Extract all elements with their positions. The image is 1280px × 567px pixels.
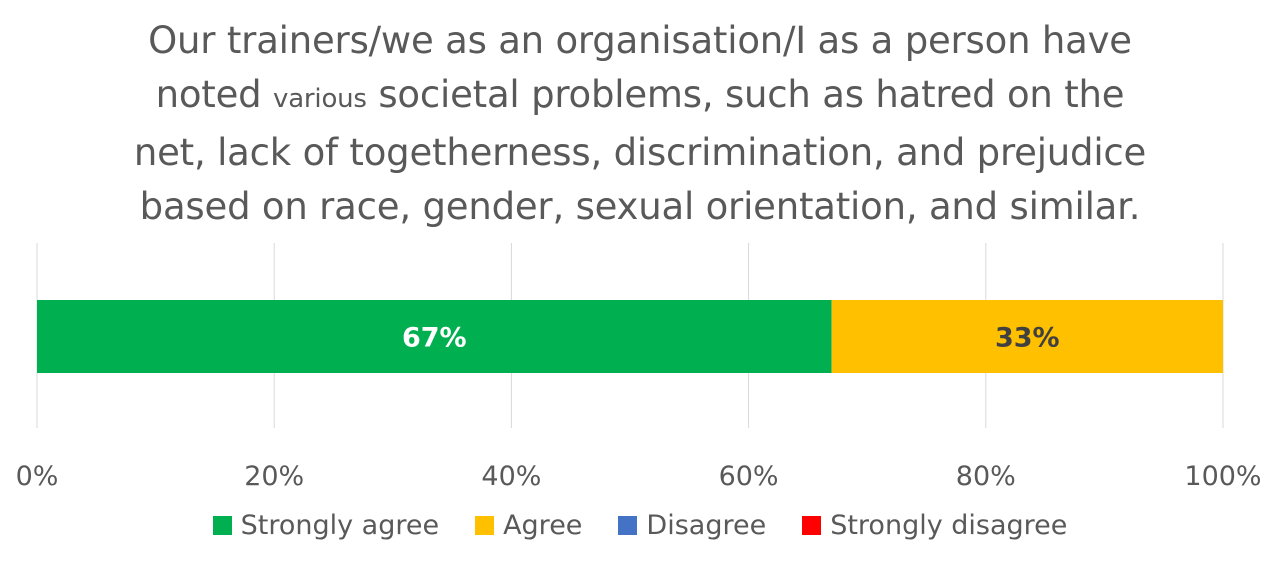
legend-label-strongly-agree: Strongly agree bbox=[240, 510, 440, 541]
data-label-1: 33% bbox=[995, 323, 1060, 354]
x-tick-label-4: 80% bbox=[956, 461, 1016, 492]
bar-segment-1 bbox=[831, 300, 1223, 373]
legend-item-agree: Agree bbox=[475, 510, 582, 541]
legend-item-strongly-disagree: Strongly disagree bbox=[802, 510, 1067, 541]
legend-item-disagree: Disagree bbox=[618, 510, 766, 541]
legend-label-strongly-disagree: Strongly disagree bbox=[830, 510, 1068, 541]
x-tick-label-2: 40% bbox=[481, 461, 541, 492]
bar-segment-0 bbox=[37, 300, 832, 373]
title-line-2b: societal problems, such as hatred on the bbox=[366, 73, 1125, 116]
legend-swatch-agree bbox=[475, 516, 495, 535]
legend-item-strongly-agree: Strongly agree bbox=[212, 510, 440, 541]
legend-label-agree: Agree bbox=[503, 510, 583, 541]
x-tick-label-5: 100% bbox=[1184, 461, 1261, 492]
legend: Strongly agree Agree Disagree Strongly d… bbox=[0, 510, 1280, 541]
legend-swatch-strongly-disagree bbox=[802, 516, 822, 535]
legend-label-disagree: Disagree bbox=[646, 510, 767, 541]
title-line-2a: noted bbox=[155, 73, 274, 116]
title-line-4: based on race, gender, sexual orientatio… bbox=[139, 185, 1141, 228]
x-tick-label-1: 20% bbox=[244, 461, 304, 492]
legend-swatch-disagree bbox=[618, 516, 638, 535]
title-line-3: net, lack of togetherness, discriminatio… bbox=[133, 131, 1147, 174]
data-label-0: 67% bbox=[402, 323, 467, 354]
legend-swatch-strongly-agree bbox=[212, 516, 232, 535]
x-tick-label-3: 60% bbox=[719, 461, 779, 492]
x-tick-label-0: 0% bbox=[16, 461, 59, 492]
chart-title: Our trainers/we as an organisation/I as … bbox=[40, 14, 1240, 234]
title-line-1: Our trainers/we as an organisation/I as … bbox=[148, 19, 1132, 62]
title-line-2-small: various bbox=[273, 84, 367, 114]
